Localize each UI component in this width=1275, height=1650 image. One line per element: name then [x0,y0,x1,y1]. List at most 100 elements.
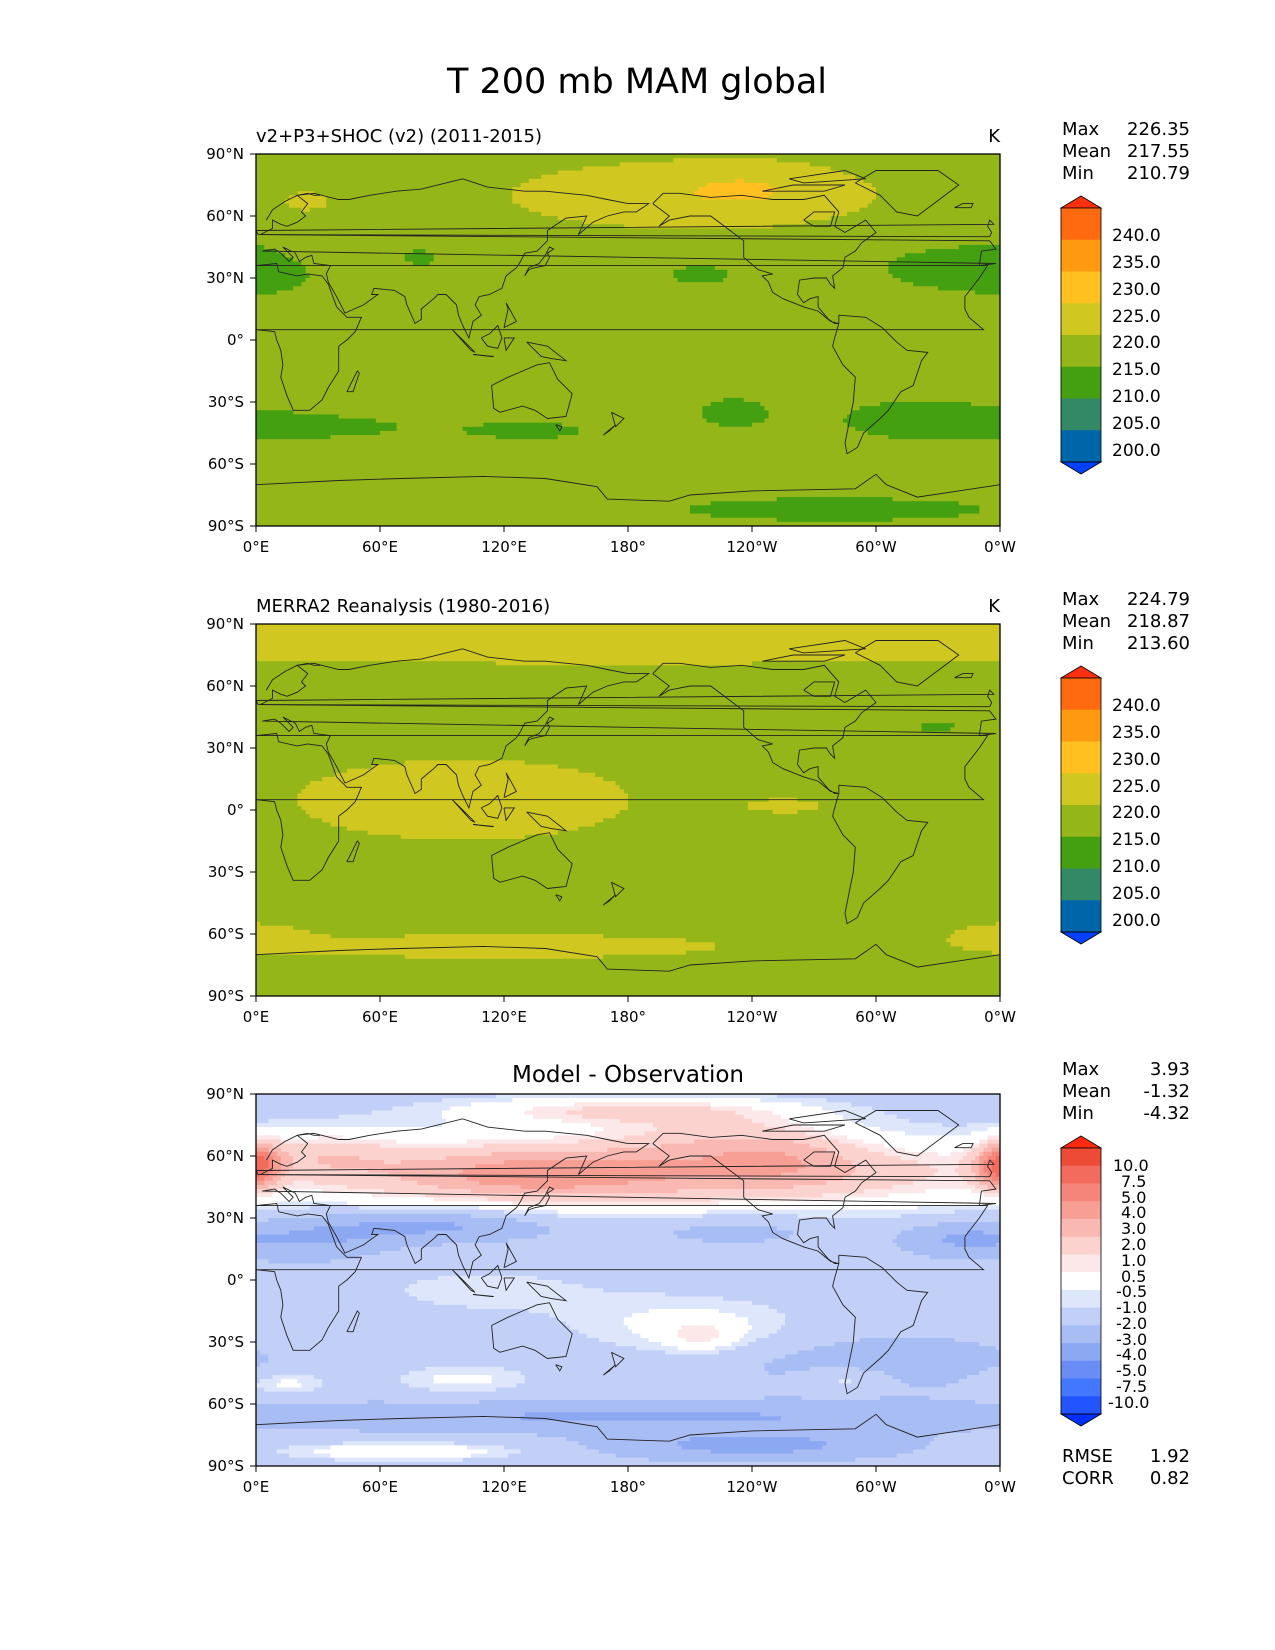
field-cell [466,1176,666,1182]
coastline [503,807,516,822]
field-cell [706,182,770,188]
field-cell [710,513,960,519]
field-cell [256,443,1000,449]
corr-value: 0.82 [1150,1468,1190,1489]
field-cell [504,1160,803,1165]
field-cell [946,1234,1000,1240]
field-cell [280,1160,294,1165]
field-cell [727,273,894,279]
colorbar-segment [1061,1289,1101,1309]
coastline [602,1364,616,1376]
field-cell [888,261,1000,267]
field-cell [256,1404,1000,1409]
field-cell [359,1205,480,1211]
coastline [524,716,555,747]
field-cell [586,1333,641,1339]
field-cell [256,686,1000,691]
coastline [803,681,836,697]
field-cell [615,1342,662,1347]
field-cell [256,958,1000,964]
field-cell [276,249,414,254]
field-cell [690,1226,778,1231]
field-cell [256,1127,604,1132]
colorbar-segment [1061,1396,1101,1415]
field-cell [681,1325,716,1331]
field-cell [359,1428,972,1434]
field-cell [913,1180,968,1186]
field-cell [256,170,559,176]
field-cell [256,1296,418,1302]
rmse-value: 1.92 [1150,1446,1190,1467]
field-cell [685,950,993,956]
field-cell [256,1457,336,1463]
field-cell [256,162,621,167]
field-cell [512,195,703,201]
field-cell [256,710,1000,716]
field-cell [772,1358,1000,1364]
coastline [555,894,563,902]
field-cell [256,1143,274,1149]
corr-label: CORR [1062,1468,1114,1489]
field-cell [797,1168,856,1174]
field-cell [256,278,307,283]
field-cell [966,1230,985,1236]
colorbar-label: 230.0 [1112,750,1161,770]
field-cell [793,1230,902,1236]
field-cell [256,872,1000,877]
field-cell [256,690,1000,695]
field-cell [256,942,716,947]
field-cell [260,921,997,927]
field-cell [826,1441,931,1446]
field-cell [975,1172,980,1178]
field-cell [805,1131,832,1136]
field-cell [256,410,294,415]
field-cell [256,488,1000,494]
field-cell [256,286,294,291]
field-cell [851,1102,1000,1107]
field-cell [408,1383,517,1389]
field-cell [433,257,898,263]
field-cell [256,220,584,225]
coastline [491,832,573,889]
field-cell [603,1288,1000,1293]
field-cell [256,1292,410,1298]
colorbar-segment [1061,805,1101,838]
field-cell [404,1288,604,1293]
field-cell [256,484,1000,490]
field-cell [859,406,1000,411]
field-cell [809,162,1000,167]
field-cell [735,1313,786,1318]
x-tick-label: 60°W [855,1008,897,1026]
field-cell [495,1387,1000,1393]
field-cell [462,426,579,432]
field-cell [822,1445,927,1451]
coastline [451,1269,476,1293]
coastline [526,1281,568,1302]
field-cell [855,1164,931,1169]
field-cell [256,723,923,728]
colorbar-segment [1061,1272,1101,1291]
field-cell [256,905,1000,910]
field-cell [256,1420,1000,1426]
field-cell [309,814,617,819]
field-cell [256,517,778,523]
stat-min-label: Min [1062,1103,1094,1124]
field-cell [268,1160,274,1165]
field-cell [450,1106,534,1112]
field-cell [322,1383,410,1389]
field-cell [466,1445,505,1451]
field-cell [256,814,311,819]
field-cell [330,1445,468,1451]
field-cell [694,1139,794,1145]
field-cell [256,946,716,952]
field-cell [256,772,336,778]
field-cell [995,1172,1000,1178]
field-cell [566,1321,625,1327]
field-cell [313,191,513,196]
field-cell [776,158,1000,163]
field-cell [470,1213,559,1219]
field-cell [272,1193,373,1198]
field-cell [876,195,1000,201]
field-cell [256,521,1000,526]
coastline [503,1277,516,1292]
